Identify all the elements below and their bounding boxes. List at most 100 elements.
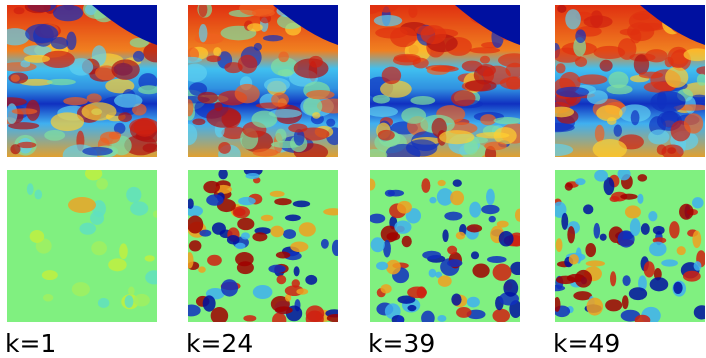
blob [380, 80, 412, 98]
blob [555, 106, 575, 118]
blob [557, 5, 567, 13]
blob [464, 79, 497, 92]
blob [272, 312, 287, 322]
blob [132, 50, 145, 62]
blob [617, 170, 631, 181]
blob [113, 122, 126, 135]
blob [412, 57, 429, 69]
blob [81, 102, 117, 121]
blob [370, 106, 399, 117]
blob [637, 193, 644, 204]
blob [237, 54, 258, 74]
blob [96, 178, 108, 190]
blob [638, 71, 664, 79]
blob [628, 287, 648, 301]
labels: k=1 k=24 k=39 k=49 [5, 329, 620, 358]
blob [610, 271, 617, 287]
blob [211, 222, 226, 235]
blob [492, 263, 512, 281]
blob [8, 122, 40, 130]
blob [488, 215, 496, 223]
blob [221, 126, 247, 140]
blob [384, 189, 395, 197]
blob [599, 59, 613, 72]
blob [202, 295, 216, 312]
blob [130, 201, 149, 216]
blob [439, 130, 475, 145]
blob [661, 144, 684, 157]
blob [50, 37, 69, 50]
blob [292, 200, 311, 208]
blob [129, 37, 149, 48]
blob [69, 58, 94, 76]
blob [206, 106, 242, 128]
blob [46, 78, 76, 86]
blob [71, 282, 90, 297]
blob [693, 261, 702, 271]
blob [630, 28, 642, 44]
blob [447, 259, 463, 268]
blob [492, 308, 510, 322]
blob [683, 48, 705, 62]
blob [188, 198, 194, 210]
blob [25, 23, 59, 44]
blob [555, 296, 561, 312]
blob [691, 197, 704, 209]
blob [667, 46, 690, 69]
blob [385, 259, 401, 275]
blob [303, 97, 323, 116]
blob [596, 105, 623, 122]
blob [370, 213, 386, 224]
blob [451, 90, 476, 107]
blob [331, 239, 338, 256]
blob [396, 315, 404, 322]
blob [499, 76, 520, 90]
blob [673, 281, 683, 294]
blob [11, 108, 38, 115]
blob [437, 179, 446, 187]
blob [370, 178, 376, 191]
blob [669, 221, 680, 239]
blob [665, 66, 689, 88]
blob [555, 238, 563, 253]
blob [466, 224, 483, 233]
blob [375, 27, 408, 39]
blob [466, 296, 480, 308]
blob [24, 5, 51, 14]
blob [233, 208, 246, 217]
blob [575, 29, 586, 44]
blob [10, 144, 21, 155]
blob [79, 222, 96, 235]
blob [108, 258, 127, 272]
blob [577, 74, 608, 85]
sea-region [92, 5, 157, 45]
blob [394, 220, 412, 234]
blob [383, 239, 391, 258]
blob [118, 112, 132, 123]
blob [114, 93, 143, 108]
blob [268, 264, 286, 274]
panel-label: k=24 [186, 329, 253, 358]
blob [693, 305, 705, 320]
blob [397, 295, 416, 304]
blob [401, 235, 412, 248]
blob [7, 103, 18, 124]
blob [679, 203, 694, 220]
blob [643, 261, 655, 278]
blob [593, 45, 626, 60]
blob [199, 229, 212, 237]
image-panel [7, 170, 157, 322]
blob [111, 59, 140, 80]
panels [7, 5, 705, 322]
blob [444, 211, 463, 221]
blob [277, 69, 294, 77]
blob [606, 117, 617, 125]
blob [420, 25, 447, 45]
blob [264, 77, 290, 92]
sea-region [640, 5, 705, 45]
blob [23, 45, 52, 56]
blob [373, 14, 403, 27]
blob [430, 65, 459, 73]
blob [278, 51, 289, 63]
blob [555, 284, 566, 292]
